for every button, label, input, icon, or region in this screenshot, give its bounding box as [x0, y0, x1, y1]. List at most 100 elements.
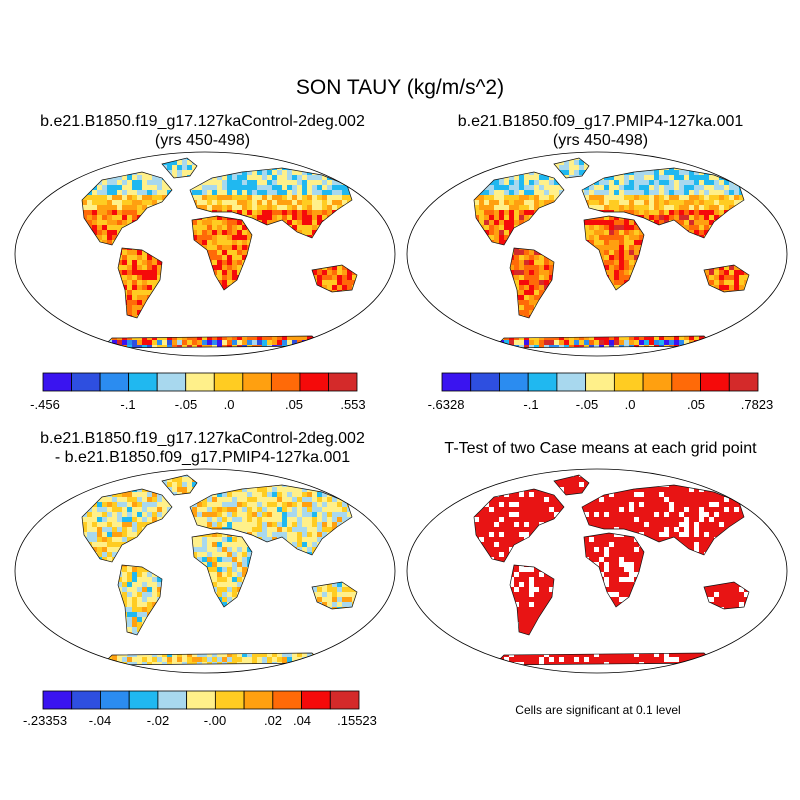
grid-cell: [107, 230, 113, 236]
grid-cell: [277, 195, 283, 201]
grid-cell: [779, 165, 784, 170]
grid-cell: [317, 175, 323, 181]
grid-cell: [317, 270, 323, 276]
grid-cell: [387, 340, 392, 345]
grid-cell: [629, 220, 635, 226]
grid-cell: [489, 210, 495, 216]
grid-cell: [257, 185, 263, 191]
grid-cell: [397, 210, 398, 215]
grid-cell: [307, 205, 313, 211]
grid-cell: [709, 165, 715, 171]
grid-cell: [92, 195, 98, 201]
grid-cell: [312, 165, 318, 171]
grid-cell: [327, 150, 332, 155]
grid-cell: [262, 175, 268, 181]
grid-cell: [654, 180, 660, 186]
grid-cell: [37, 165, 42, 170]
grid-cell: [377, 160, 382, 165]
grid-cell: [347, 355, 352, 358]
grid-cell: [197, 335, 203, 341]
grid-cell: [679, 158, 685, 161]
grid-cell: [82, 350, 87, 355]
grid-cell: [479, 150, 484, 155]
grid-cell: [724, 170, 730, 176]
grid-cell: [97, 195, 103, 201]
grid-cell: [604, 240, 610, 246]
grid-cell: [514, 255, 520, 261]
grid-cell: [444, 185, 449, 190]
grid-cell: [604, 225, 610, 231]
grid-cell: [337, 340, 343, 346]
grid-cell: [17, 170, 22, 175]
grid-cell: [312, 175, 318, 181]
grid-cell: [347, 275, 353, 281]
grid-cell: [327, 345, 333, 348]
grid-cell: [644, 170, 650, 176]
grid-cell: [232, 245, 238, 251]
grid-cell: [784, 175, 789, 180]
grid-cell: [182, 170, 188, 176]
grid-cell: [397, 165, 398, 170]
grid-cell: [419, 165, 424, 170]
grid-cell: [37, 195, 42, 200]
grid-cell: [604, 230, 610, 236]
grid-cell: [137, 190, 143, 196]
grid-cell: [287, 355, 292, 358]
grid-cell: [484, 220, 490, 226]
grid-cell: [107, 190, 113, 196]
grid-cell: [357, 185, 362, 190]
grid-cell: [297, 160, 303, 166]
grid-cell: [297, 195, 303, 201]
grid-cell: [332, 158, 338, 161]
grid-cell: [624, 235, 630, 241]
grid-cell: [237, 205, 243, 211]
grid-cell: [252, 205, 258, 211]
grid-cell: [649, 215, 655, 221]
grid-cell: [247, 210, 253, 216]
grid-cell: [654, 220, 660, 226]
grid-cell: [669, 185, 675, 191]
grid-cell: [397, 280, 398, 285]
grid-cell: [22, 305, 27, 310]
grid-cell: [267, 355, 272, 358]
grid-cell: [414, 165, 419, 170]
grid-cell: [599, 180, 605, 186]
grid-cell: [267, 215, 273, 221]
grid-cell: [789, 225, 790, 230]
grid-cell: [172, 165, 178, 171]
grid-cell: [252, 200, 258, 206]
grid-cell: [619, 185, 625, 191]
grid-cell: [237, 225, 243, 231]
grid-cell: [599, 195, 605, 201]
grid-cell: [367, 180, 372, 185]
grid-cell: [629, 180, 635, 186]
grid-cell: [22, 165, 27, 170]
grid-cell: [197, 220, 203, 226]
grid-cell: [137, 300, 143, 306]
grid-cell: [192, 195, 198, 201]
grid-cell: [227, 190, 233, 196]
grid-cell: [277, 340, 283, 346]
grid-cell: [479, 205, 485, 211]
grid-cell: [409, 180, 414, 185]
colorbar-box: [242, 372, 272, 392]
grid-cell: [217, 335, 223, 341]
grid-cell: [397, 180, 398, 185]
grid-cell: [12, 230, 17, 235]
grid-cell: [699, 205, 705, 211]
grid-cell: [117, 265, 123, 271]
grid-cell: [127, 265, 133, 271]
grid-cell: [494, 205, 500, 211]
grid-cell: [367, 155, 372, 160]
grid-cell: [222, 340, 228, 346]
grid-cell: [619, 255, 625, 261]
grid-cell: [92, 215, 98, 221]
grid-cell: [307, 230, 313, 236]
grid-cell: [764, 195, 769, 200]
grid-cell: [769, 195, 774, 200]
grid-cell: [337, 190, 343, 196]
grid-cell: [337, 195, 343, 201]
grid-cell: [504, 210, 510, 216]
grid-cell: [317, 150, 322, 155]
grid-cell: [192, 220, 198, 226]
